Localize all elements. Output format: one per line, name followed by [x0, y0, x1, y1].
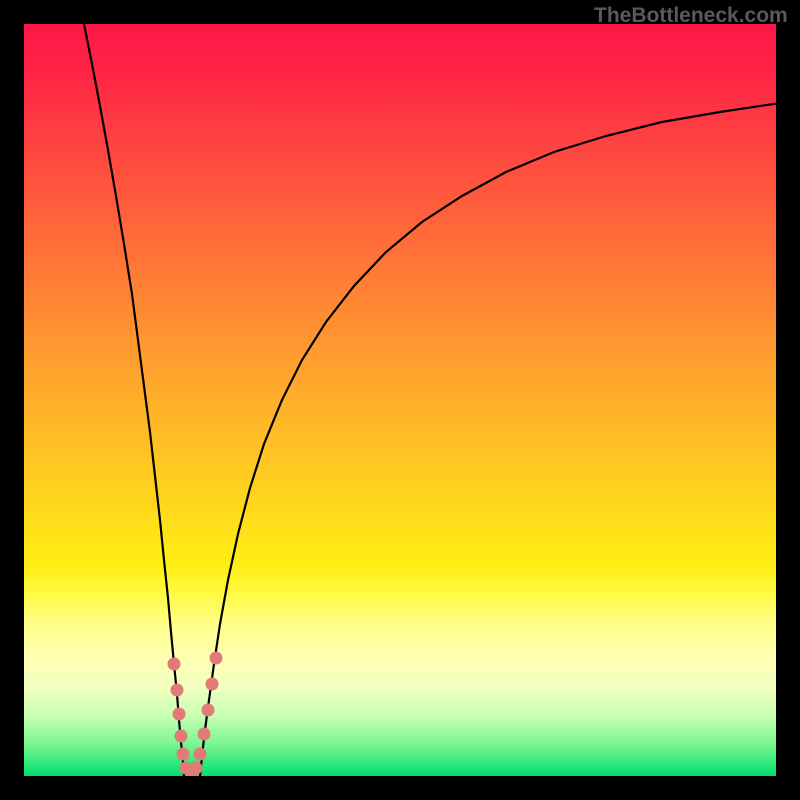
plot-area — [24, 24, 776, 776]
marker-dot — [171, 684, 184, 697]
watermark-text: TheBottleneck.com — [594, 4, 788, 28]
marker-dot — [173, 708, 186, 721]
marker-dot — [168, 658, 181, 671]
marker-dot — [202, 704, 215, 717]
marker-dot — [177, 748, 190, 761]
curves-layer — [24, 24, 776, 776]
marker-dot — [190, 762, 203, 775]
chart-container: TheBottleneck.com — [0, 0, 800, 800]
marker-dot — [210, 652, 223, 665]
marker-dot — [206, 678, 219, 691]
marker-dot — [175, 730, 188, 743]
curve-right — [200, 100, 776, 776]
marker-dot — [198, 728, 211, 741]
marker-dot — [194, 748, 207, 761]
